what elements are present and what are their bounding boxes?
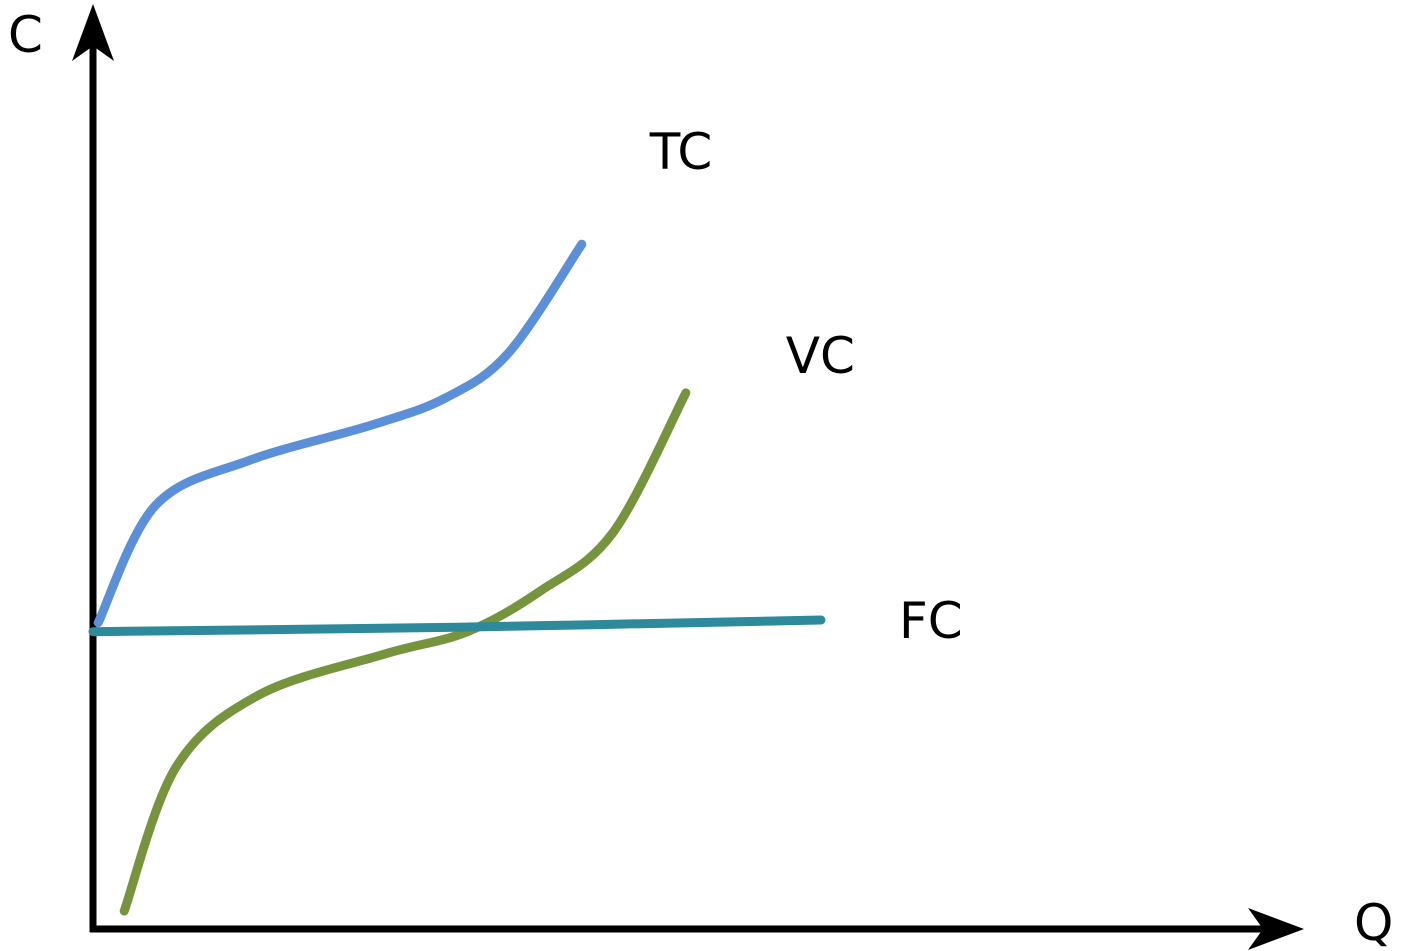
series-labels: TC VC FC [649,123,963,650]
x-axis-label: Q [1354,894,1393,951]
fc-label: FC [899,592,963,650]
axes: C Q [8,4,1393,951]
tc-label: TC [649,123,713,181]
tc-curve [93,239,587,628]
y-axis-arrow-icon [72,4,114,61]
vc-label: VC [786,327,855,385]
x-axis-arrow-icon [1248,908,1304,950]
fc-curve [88,615,826,637]
series-layer [88,239,826,916]
vc-curve [119,388,691,916]
y-axis-label: C [8,6,43,64]
